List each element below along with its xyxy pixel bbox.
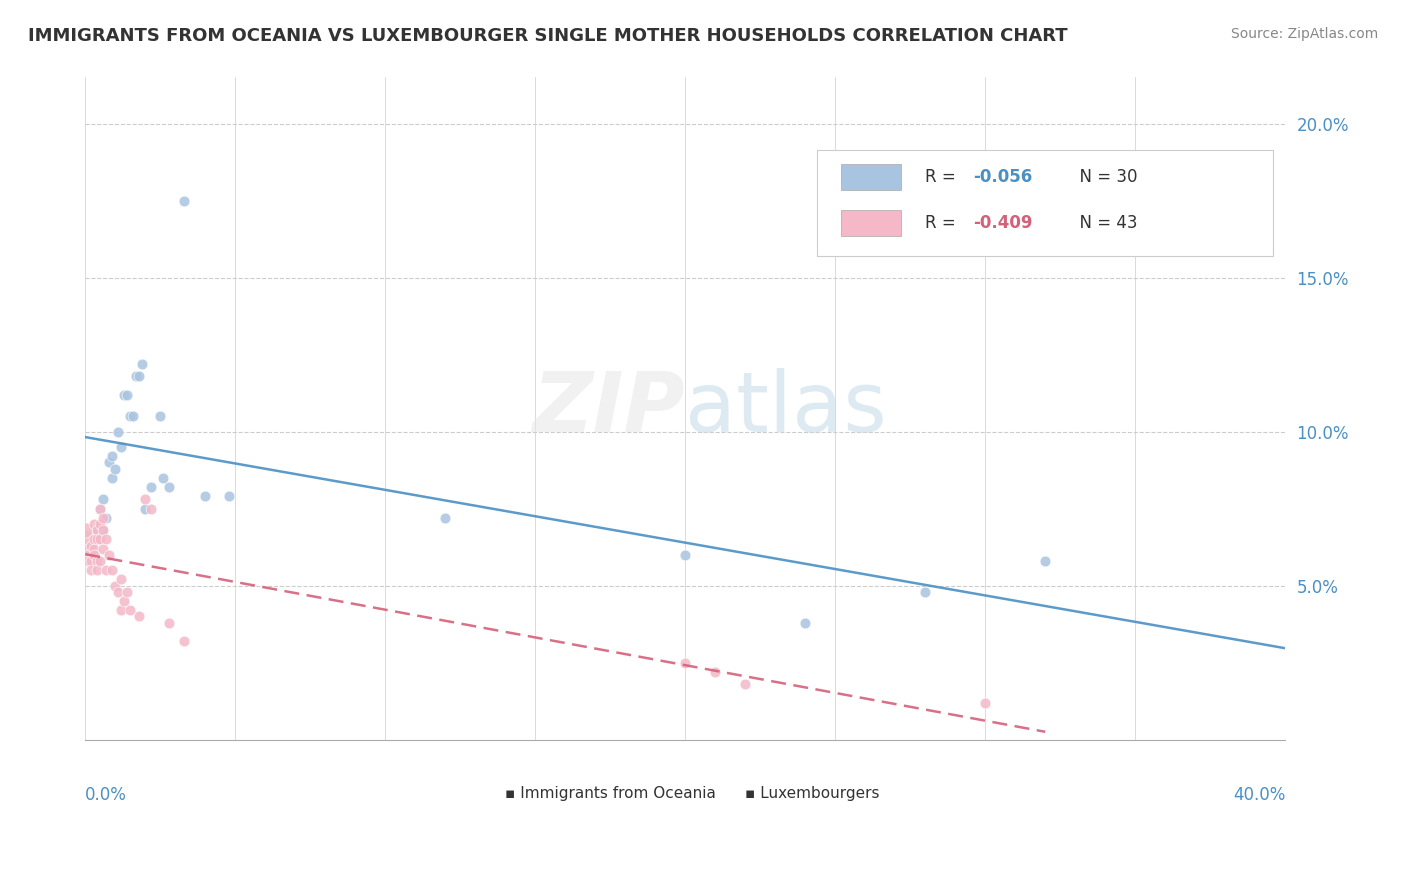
Point	[218, 489, 240, 503]
Point	[98, 548, 121, 562]
Point	[704, 665, 727, 679]
FancyBboxPatch shape	[841, 210, 901, 236]
Point	[120, 603, 142, 617]
Point	[141, 501, 163, 516]
Text: -0.409: -0.409	[973, 214, 1033, 232]
FancyBboxPatch shape	[817, 150, 1274, 256]
Point	[77, 541, 100, 556]
Point	[149, 409, 172, 424]
Point	[80, 539, 103, 553]
Point	[86, 533, 108, 547]
Text: ▪ Immigrants from Oceania: ▪ Immigrants from Oceania	[505, 786, 716, 801]
Point	[112, 387, 135, 401]
Point	[104, 461, 127, 475]
Point	[104, 578, 127, 592]
Point	[110, 603, 132, 617]
Point	[89, 501, 111, 516]
Point	[83, 541, 105, 556]
Point	[89, 516, 111, 531]
Point	[86, 563, 108, 577]
Text: 40.0%: 40.0%	[1233, 786, 1285, 804]
Point	[673, 656, 696, 670]
Text: IMMIGRANTS FROM OCEANIA VS LUXEMBOURGER SINGLE MOTHER HOUSEHOLDS CORRELATION CHA: IMMIGRANTS FROM OCEANIA VS LUXEMBOURGER …	[28, 27, 1067, 45]
Text: R =: R =	[925, 214, 962, 232]
Point	[107, 584, 129, 599]
Point	[83, 516, 105, 531]
Point	[83, 548, 105, 562]
Point	[101, 471, 124, 485]
Point	[80, 554, 103, 568]
Point	[89, 554, 111, 568]
Point	[914, 584, 936, 599]
Point	[77, 554, 100, 568]
Text: atlas: atlas	[685, 368, 887, 449]
Text: N = 43: N = 43	[1069, 214, 1137, 232]
Point	[86, 554, 108, 568]
Text: N = 30: N = 30	[1069, 168, 1137, 186]
Point	[734, 677, 756, 691]
Point	[117, 387, 139, 401]
Text: ▪ Luxembourgers: ▪ Luxembourgers	[745, 786, 880, 801]
Point	[101, 563, 124, 577]
Point	[173, 634, 195, 648]
Point	[110, 573, 132, 587]
Point	[141, 480, 163, 494]
Point	[673, 548, 696, 562]
Point	[128, 369, 150, 384]
Point	[131, 357, 153, 371]
Point	[125, 369, 148, 384]
FancyBboxPatch shape	[841, 163, 901, 190]
Point	[77, 548, 100, 562]
Point	[89, 533, 111, 547]
Point	[134, 492, 156, 507]
Point	[75, 523, 97, 537]
Point	[1033, 554, 1056, 568]
Point	[91, 541, 114, 556]
Text: 0.0%: 0.0%	[86, 786, 127, 804]
Point	[110, 440, 132, 454]
Point	[89, 523, 111, 537]
Point	[134, 501, 156, 516]
Point	[75, 533, 97, 547]
Text: -0.056: -0.056	[973, 168, 1032, 186]
Point	[173, 194, 195, 208]
Text: ZIP: ZIP	[533, 368, 685, 449]
Point	[128, 609, 150, 624]
Point	[96, 533, 118, 547]
Point	[96, 511, 118, 525]
Point	[101, 449, 124, 463]
Point	[96, 563, 118, 577]
Point	[86, 523, 108, 537]
Point	[98, 455, 121, 469]
Point	[122, 409, 145, 424]
Point	[91, 523, 114, 537]
Point	[112, 594, 135, 608]
Text: Source: ZipAtlas.com: Source: ZipAtlas.com	[1230, 27, 1378, 41]
Point	[83, 533, 105, 547]
Point	[157, 480, 180, 494]
Point	[794, 615, 817, 630]
Point	[434, 511, 457, 525]
Point	[89, 501, 111, 516]
Point	[120, 409, 142, 424]
Point	[152, 471, 174, 485]
Point	[157, 615, 180, 630]
Point	[107, 425, 129, 439]
Text: R =: R =	[925, 168, 962, 186]
Point	[80, 563, 103, 577]
Point	[974, 696, 997, 710]
Point	[194, 489, 217, 503]
Point	[91, 511, 114, 525]
Point	[91, 492, 114, 507]
Point	[117, 584, 139, 599]
